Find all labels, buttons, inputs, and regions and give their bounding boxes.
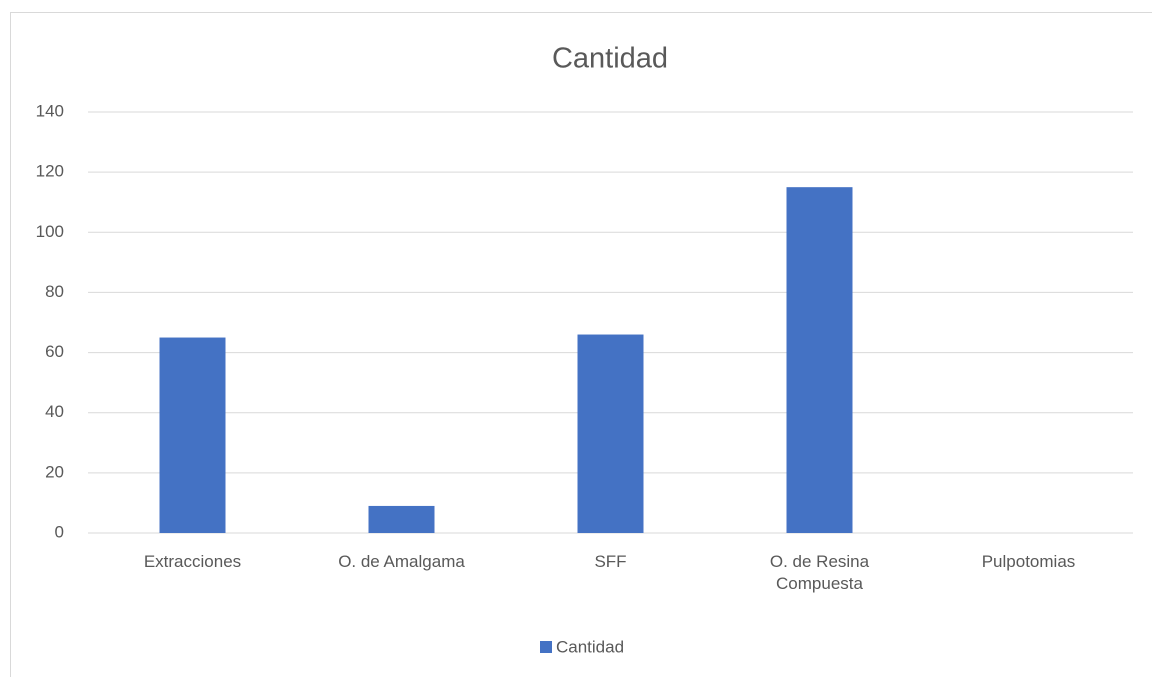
x-tick-label: Pulpotomias — [981, 552, 1076, 571]
bar — [577, 334, 644, 533]
legend-swatch — [540, 641, 552, 653]
x-tick-label: O. de Amalgama — [338, 552, 465, 571]
bar — [159, 337, 226, 533]
bar — [368, 505, 435, 533]
y-tick-label: 20 — [45, 462, 64, 481]
legend-label: Cantidad — [556, 637, 624, 656]
y-tick-label: 0 — [55, 522, 64, 541]
y-tick-label: 60 — [45, 342, 64, 361]
y-tick-label: 40 — [45, 402, 64, 421]
y-tick-label: 120 — [36, 162, 64, 181]
x-tick-label: SFF — [594, 552, 627, 571]
y-tick-label: 100 — [36, 222, 64, 241]
bar — [786, 187, 853, 533]
y-tick-label: 140 — [36, 101, 64, 120]
x-tick-label: Extracciones — [143, 552, 242, 571]
y-tick-label: 80 — [45, 282, 64, 301]
chart-title: Cantidad — [552, 43, 668, 75]
x-tick-label: O. de Resina Compuesta — [769, 552, 870, 593]
